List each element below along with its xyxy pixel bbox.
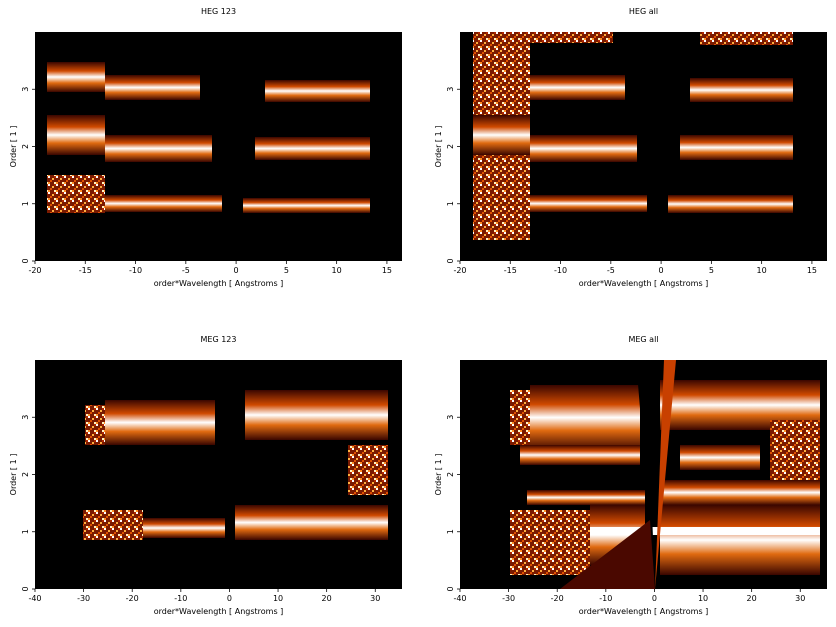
x-tick-label: -20 [28, 266, 41, 275]
x-tick-label: -5 [182, 266, 190, 275]
x-axis-label: order*Wavelength [ Angstroms ] [579, 279, 709, 288]
y-tick-label: 2 [446, 144, 455, 149]
x-tick-label: 0 [234, 266, 239, 275]
y-tick-label: 2 [21, 472, 30, 477]
emission-band [530, 135, 637, 162]
x-tick-label: 10 [698, 594, 708, 603]
panel-title: MEG all [628, 335, 658, 344]
x-tick-label: 15 [382, 266, 392, 275]
panel-title: MEG 123 [201, 335, 237, 344]
x-axis-label: order*Wavelength [ Angstroms ] [579, 607, 709, 616]
emission-band [527, 490, 645, 505]
emission-band [690, 78, 793, 102]
emission-band [520, 445, 640, 465]
emission-band [660, 480, 820, 505]
x-tick-label: -30 [502, 594, 515, 603]
x-tick-label: 20 [322, 594, 332, 603]
x-tick-label: -15 [504, 266, 517, 275]
image-content [47, 32, 820, 589]
x-tick-label: 15 [807, 266, 817, 275]
emission-band [235, 505, 388, 540]
emission-band [530, 32, 613, 43]
emission-band [255, 137, 370, 160]
x-tick-label: 5 [284, 266, 289, 275]
emission-band [530, 385, 640, 450]
x-tick-label: -40 [453, 594, 466, 603]
x-tick-label: -5 [607, 266, 615, 275]
emission-band [510, 510, 590, 575]
emission-band [47, 115, 105, 155]
y-tick-label: 3 [446, 415, 455, 420]
emission-band [47, 62, 105, 92]
emission-band [105, 195, 222, 212]
y-tick-label: 0 [446, 586, 455, 591]
emission-band [105, 400, 215, 445]
x-tick-label: 10 [757, 266, 767, 275]
x-tick-label: 30 [370, 594, 380, 603]
x-tick-label: 0 [652, 594, 657, 603]
emission-band [680, 445, 760, 470]
emission-band [668, 195, 793, 213]
panel-title: HEG 123 [201, 7, 236, 16]
x-axis-label: order*Wavelength [ Angstroms ] [154, 279, 284, 288]
emission-band [105, 75, 200, 100]
emission-band [530, 75, 625, 100]
emission-wedge [655, 360, 676, 589]
x-tick-label: 20 [747, 594, 757, 603]
y-tick-label: 2 [446, 472, 455, 477]
emission-band [590, 527, 820, 535]
emission-band [660, 505, 820, 575]
x-tick-label: 10 [332, 266, 342, 275]
emission-band [473, 115, 530, 155]
y-tick-label: 0 [446, 258, 455, 263]
y-tick-label: 2 [21, 144, 30, 149]
y-tick-label: 1 [21, 201, 30, 206]
x-tick-label: -10 [129, 266, 142, 275]
x-tick-label: 5 [709, 266, 714, 275]
emission-band [85, 405, 105, 445]
emission-band [105, 135, 212, 162]
x-tick-label: -20 [551, 594, 564, 603]
panel-title: HEG all [629, 7, 658, 16]
x-tick-label: -15 [79, 266, 92, 275]
x-tick-label: -40 [28, 594, 41, 603]
y-axis-label: Order [ 1 ] [9, 454, 18, 496]
x-tick-label: 0 [659, 266, 664, 275]
emission-band [700, 32, 793, 45]
y-tick-label: 3 [21, 415, 30, 420]
y-tick-label: 0 [21, 258, 30, 263]
emission-band [348, 445, 388, 495]
emission-band [265, 80, 370, 102]
x-tick-label: -30 [77, 594, 90, 603]
y-tick-label: 1 [446, 529, 455, 534]
y-tick-label: 0 [21, 586, 30, 591]
x-tick-label: 30 [795, 594, 805, 603]
x-axis-label: order*Wavelength [ Angstroms ] [154, 607, 284, 616]
emission-band [530, 195, 647, 212]
emission-wedge [560, 520, 655, 589]
y-tick-label: 3 [21, 87, 30, 92]
x-tick-label: -20 [453, 266, 466, 275]
y-tick-label: 1 [446, 201, 455, 206]
emission-band [83, 510, 143, 540]
y-tick-label: 1 [21, 529, 30, 534]
emission-band [143, 518, 225, 538]
emission-band [510, 390, 530, 445]
x-tick-label: 10 [273, 594, 283, 603]
x-tick-label: -10 [174, 594, 187, 603]
y-axis-label: Order [ 1 ] [434, 454, 443, 496]
x-tick-label: -10 [599, 594, 612, 603]
y-axis-label: Order [ 1 ] [9, 126, 18, 168]
x-tick-label: -10 [554, 266, 567, 275]
emission-band [245, 390, 388, 440]
y-tick-label: 3 [446, 87, 455, 92]
emission-band [243, 198, 370, 213]
y-axis-label: Order [ 1 ] [434, 126, 443, 168]
x-tick-label: -20 [126, 594, 139, 603]
emission-band [680, 135, 793, 160]
emission-band [47, 175, 105, 213]
x-tick-label: 0 [227, 594, 232, 603]
